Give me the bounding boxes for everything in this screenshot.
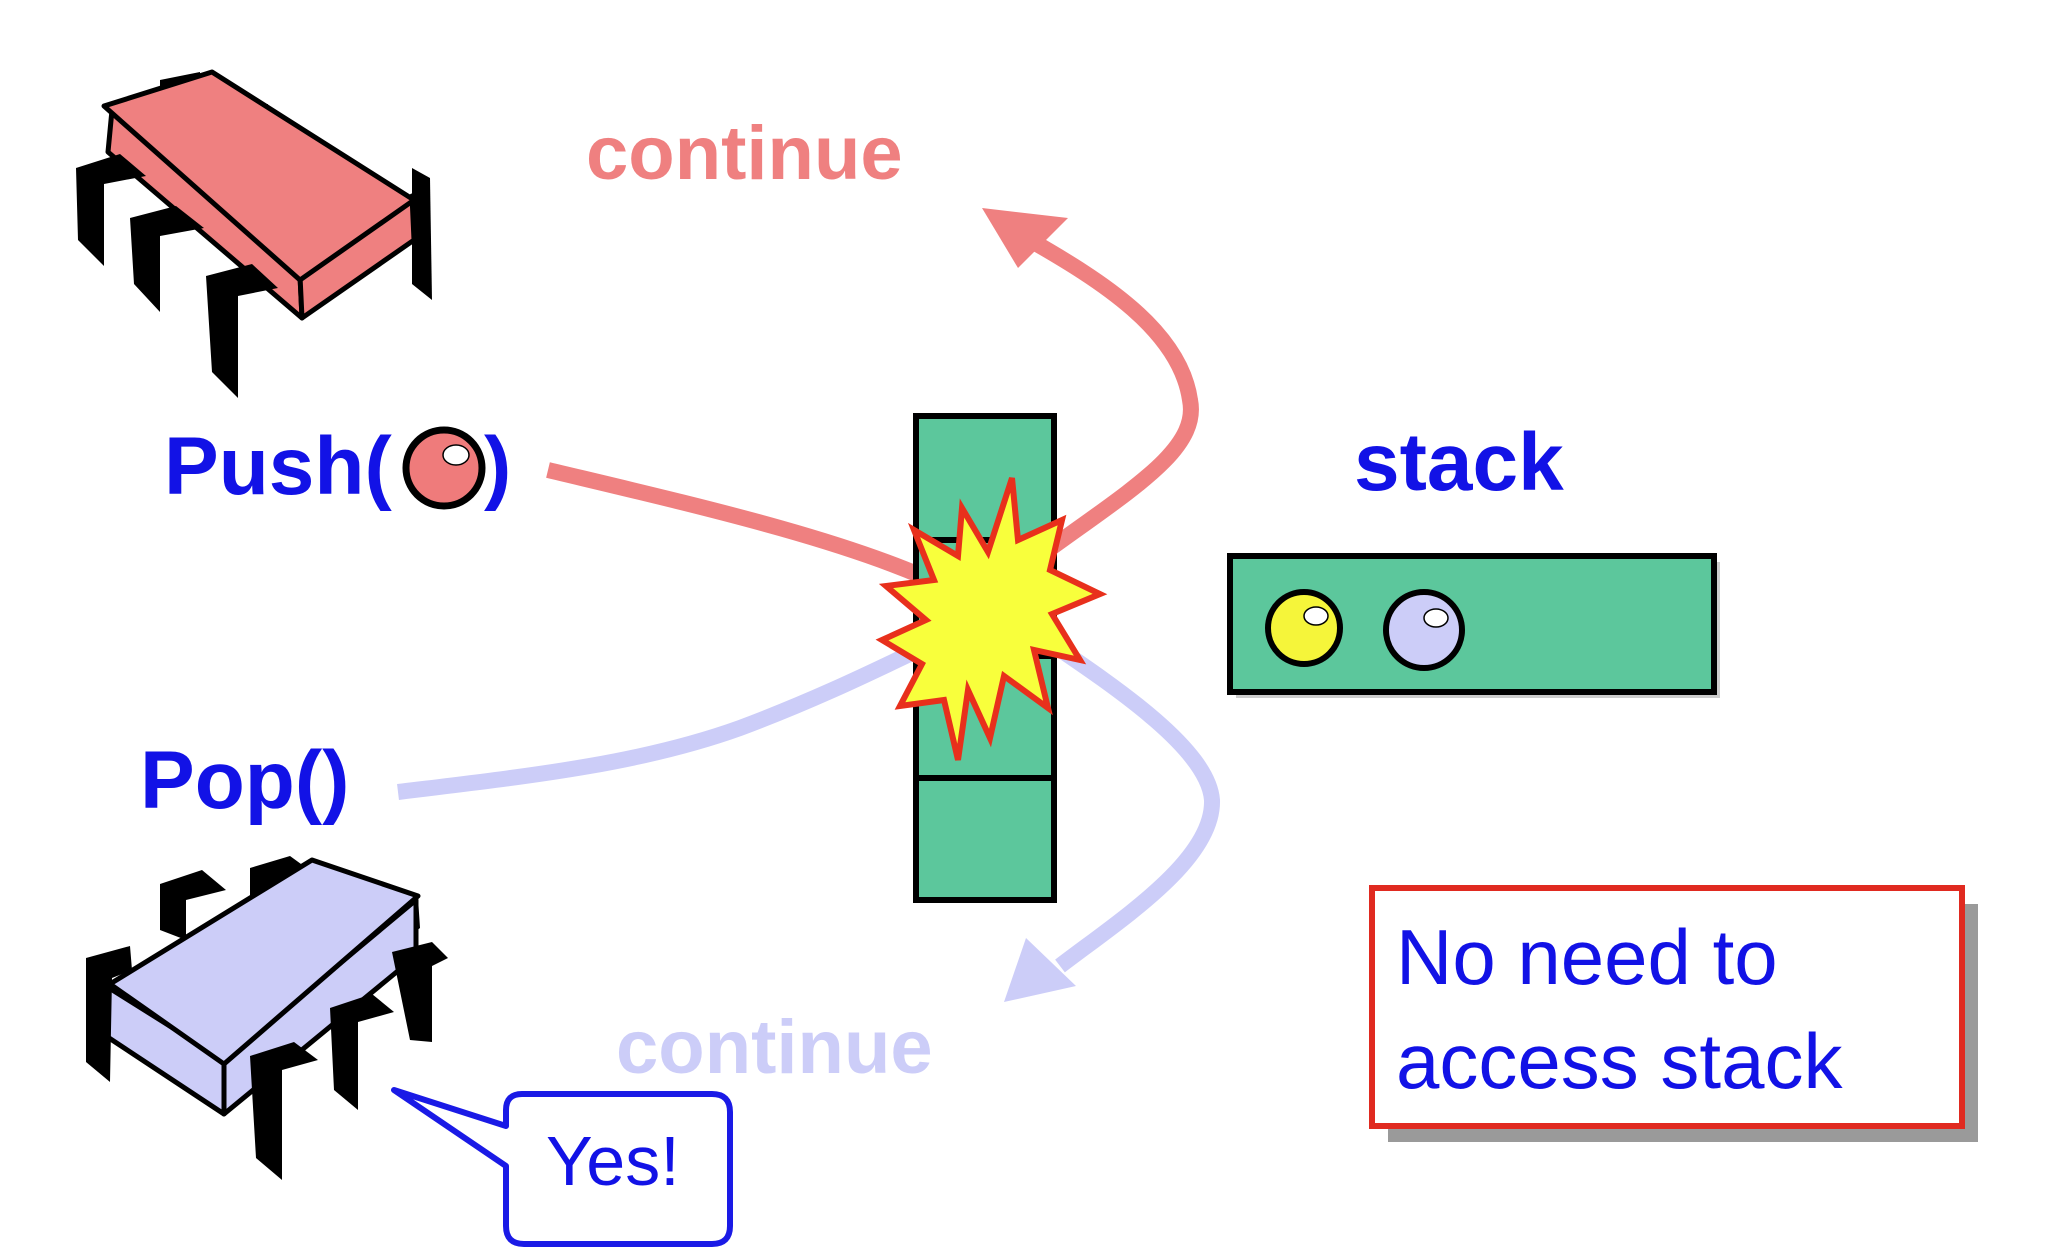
note-box [1369,885,1978,1142]
stack-item-yellow [1265,589,1343,667]
pink-chip-icon [76,69,432,398]
push-arrow-in [546,462,952,596]
push-label-close: ) [484,421,512,512]
pop-arrowhead [1004,938,1076,1002]
collision-burst-icon [875,477,1108,761]
push-arrowhead [982,208,1068,268]
stack-item-lavender [1383,589,1465,671]
speech-bubble [391,1087,733,1247]
pop-arrow-out [1041,633,1221,973]
continue-top-label: continue [586,111,903,196]
note-line-2: access stack [1396,1017,1843,1105]
pop-label: Pop() [140,735,350,826]
stack-label: stack [1354,417,1564,508]
lavender-chip-icon [86,856,448,1180]
speech-bubble-text: Yes! [546,1122,680,1200]
continue-bottom-label: continue [616,1005,933,1090]
stack-box [1227,553,1720,698]
pop-arrow-in [397,642,922,800]
pink-ball-icon [402,426,486,510]
push-arrow-out [1026,233,1199,563]
note-line-1: No need to [1396,913,1778,1001]
push-label: Push( [164,421,392,512]
